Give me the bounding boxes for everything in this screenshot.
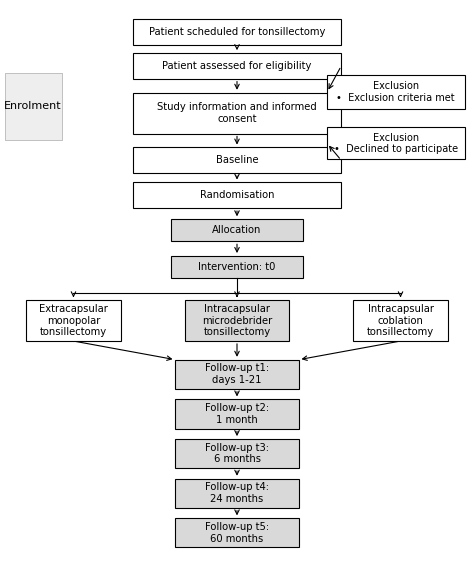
FancyBboxPatch shape bbox=[171, 219, 303, 241]
FancyBboxPatch shape bbox=[133, 19, 341, 45]
FancyBboxPatch shape bbox=[133, 147, 341, 173]
FancyBboxPatch shape bbox=[171, 256, 303, 278]
Text: Randomisation: Randomisation bbox=[200, 190, 274, 201]
FancyBboxPatch shape bbox=[26, 300, 121, 341]
FancyBboxPatch shape bbox=[175, 479, 299, 508]
Text: Follow-up t2:
1 month: Follow-up t2: 1 month bbox=[205, 403, 269, 425]
Text: Follow-up t4:
24 months: Follow-up t4: 24 months bbox=[205, 482, 269, 504]
FancyBboxPatch shape bbox=[175, 439, 299, 468]
FancyBboxPatch shape bbox=[5, 73, 62, 140]
FancyBboxPatch shape bbox=[133, 53, 341, 79]
Text: Intracapsular
microdebrider
tonsillectomy: Intracapsular microdebrider tonsillectom… bbox=[202, 304, 272, 337]
FancyBboxPatch shape bbox=[327, 128, 465, 159]
FancyBboxPatch shape bbox=[327, 75, 465, 109]
Text: Exclusion
•  Declined to participate: Exclusion • Declined to participate bbox=[334, 132, 458, 154]
Text: Follow-up t1:
days 1-21: Follow-up t1: days 1-21 bbox=[205, 363, 269, 385]
FancyBboxPatch shape bbox=[175, 399, 299, 429]
Text: Study information and informed
consent: Study information and informed consent bbox=[157, 102, 317, 124]
FancyBboxPatch shape bbox=[175, 518, 299, 547]
FancyBboxPatch shape bbox=[353, 300, 448, 341]
FancyBboxPatch shape bbox=[133, 182, 341, 208]
Text: Follow-up t5:
60 months: Follow-up t5: 60 months bbox=[205, 522, 269, 544]
Text: Exclusion
•  Exclusion criteria met: Exclusion • Exclusion criteria met bbox=[337, 81, 455, 103]
Text: Intracapsular
coblation
tonsillectomy: Intracapsular coblation tonsillectomy bbox=[367, 304, 434, 337]
Text: Patient assessed for eligibility: Patient assessed for eligibility bbox=[162, 61, 312, 71]
FancyBboxPatch shape bbox=[185, 300, 289, 341]
Text: Baseline: Baseline bbox=[216, 155, 258, 166]
Text: Follow-up t3:
6 months: Follow-up t3: 6 months bbox=[205, 442, 269, 465]
Text: Allocation: Allocation bbox=[212, 225, 262, 236]
FancyBboxPatch shape bbox=[175, 360, 299, 389]
Text: Extracapsular
monopolar
tonsillectomy: Extracapsular monopolar tonsillectomy bbox=[39, 304, 108, 337]
FancyBboxPatch shape bbox=[133, 93, 341, 134]
Text: Patient scheduled for tonsillectomy: Patient scheduled for tonsillectomy bbox=[149, 27, 325, 37]
Text: Enrolment: Enrolment bbox=[4, 101, 62, 111]
Text: Intervention: t0: Intervention: t0 bbox=[198, 262, 276, 272]
